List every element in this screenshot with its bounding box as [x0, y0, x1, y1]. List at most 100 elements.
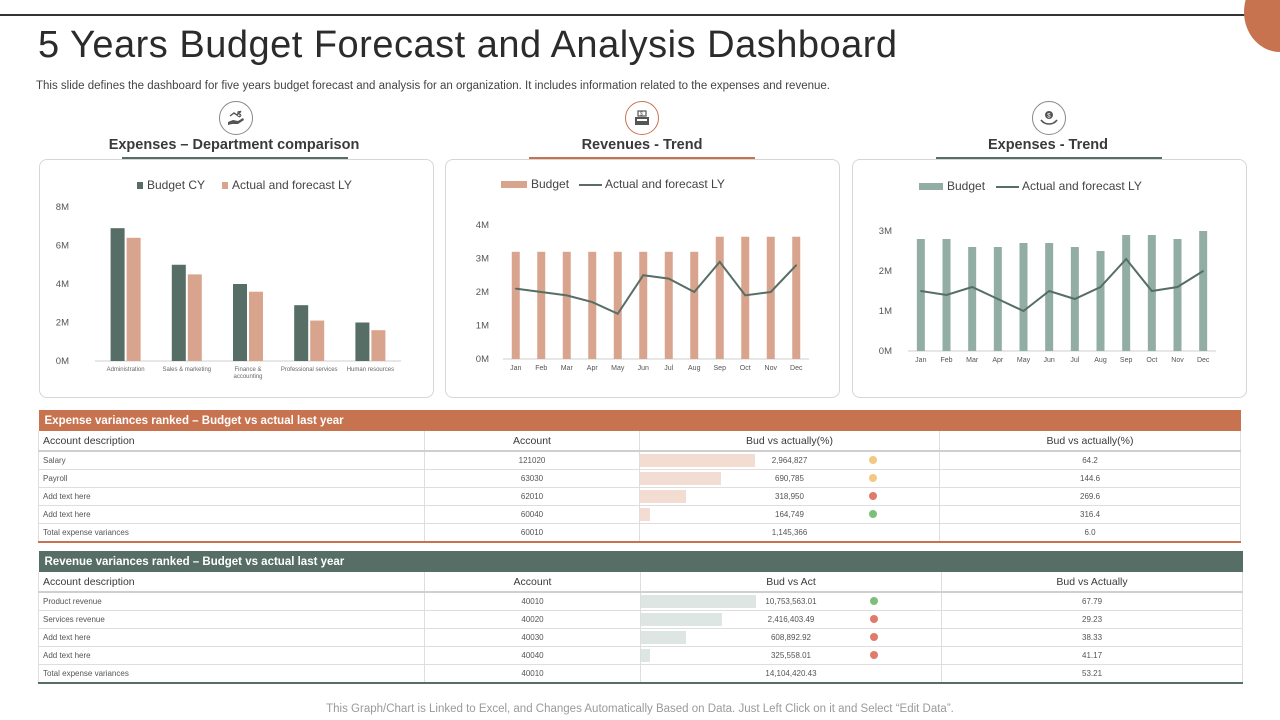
bar-series-a: [766, 236, 775, 359]
table-row: Add text here 62010 318,950 269.6: [38, 487, 1242, 506]
revenue-variance-table: Revenue variances ranked – Budget vs act…: [38, 551, 1244, 684]
table-row: Add text here 60040 164,749 316.4: [38, 505, 1242, 524]
bar-series-b: [310, 320, 325, 361]
line-point: [591, 301, 594, 303]
variance-value: 325,558.01: [770, 651, 812, 660]
percent-cell: 144.6: [939, 469, 1242, 488]
percent-cell: 316.4: [939, 505, 1242, 524]
title-underline: [529, 157, 755, 159]
status-dot-green: [869, 510, 877, 518]
variance-value: 14,104,420.43: [765, 669, 817, 678]
legend-label: Budget: [947, 179, 986, 193]
account-cell: 40040: [424, 646, 641, 665]
y-tick-label: 1M: [476, 321, 489, 332]
desc-cell: Add text here: [38, 628, 425, 647]
bar-series-a: [233, 284, 247, 361]
bar-series-a: [110, 228, 125, 361]
status-dot-yellow: [869, 456, 877, 464]
bar-series-a: [1019, 243, 1028, 351]
bar-series-a: [639, 251, 648, 359]
x-tick-label: May: [611, 365, 625, 372]
legend-swatch: [919, 183, 943, 190]
legend-label: Budget: [531, 177, 570, 191]
variance-value: 1,145,366: [771, 528, 808, 537]
x-tick-label: Jul: [664, 365, 673, 372]
y-tick-label: 3M: [879, 226, 892, 237]
variance-cell: 318,950: [639, 487, 940, 506]
variance-bar: [641, 613, 722, 626]
bar-series-a: [294, 305, 309, 361]
bar-series-a: [1045, 243, 1054, 351]
desc-cell: Add text here: [38, 646, 425, 665]
desc-cell: Add text here: [38, 505, 425, 524]
top-rule: [0, 14, 1268, 16]
line-point: [616, 312, 619, 315]
table-row: Add text here 40030 608,892.92 38.33: [38, 628, 1244, 647]
variance-bar: [640, 454, 755, 467]
legend-label: Actual and forecast LY: [1022, 179, 1142, 193]
y-tick-label: 0M: [56, 356, 69, 367]
percent-cell: 53.21: [941, 664, 1244, 684]
account-cell: 40020: [424, 610, 641, 629]
y-tick-label: 6M: [56, 241, 69, 252]
y-tick-label: 2M: [879, 266, 892, 277]
variance-cell: 14,104,420.43: [640, 664, 942, 684]
x-tick-label: Apr: [587, 365, 599, 372]
y-tick-label: 0M: [476, 354, 489, 365]
percent-cell: 6.0: [939, 523, 1242, 543]
line-point: [514, 287, 517, 290]
x-tick-label: Jan: [915, 357, 926, 364]
bar-series-a: [588, 251, 597, 359]
x-tick-label: May: [1017, 357, 1031, 364]
status-dot-yellow: [869, 474, 877, 482]
variance-bar: [641, 649, 651, 662]
x-tick-label: Sep: [1120, 357, 1133, 364]
column-header: Account description: [38, 572, 425, 593]
x-tick-label: Jun: [638, 365, 649, 372]
variance-bar: [641, 595, 756, 608]
x-tick-label: Human resources: [347, 367, 394, 373]
bar-series-a: [1147, 235, 1156, 351]
title-underline: [122, 157, 348, 159]
legend-swatch: [501, 181, 527, 188]
variance-bar: [641, 631, 686, 644]
variance-value: 10,753,563.01: [765, 597, 817, 606]
bar-series-a: [792, 236, 801, 359]
percent-cell: 38.33: [941, 628, 1244, 647]
x-tick-label: Dec: [1197, 357, 1210, 364]
bar-series-b: [126, 237, 141, 361]
line-point: [920, 290, 922, 292]
bar-series-a: [741, 236, 750, 359]
status-dot-red: [870, 633, 878, 641]
table-row: Total expense variances 40010 14,104,420.4…: [38, 664, 1244, 684]
line-point: [642, 274, 645, 277]
account-cell: 40010: [424, 592, 641, 611]
bar-series-a: [171, 264, 186, 361]
y-tick-label: 1M: [879, 306, 892, 317]
legend-swatch: [137, 182, 143, 189]
line-point: [1176, 286, 1179, 288]
x-tick-label: Finance & accounting: [233, 367, 262, 380]
chart-title-revenues: Revenues - Trend: [581, 137, 703, 153]
cash-register-icon: $: [625, 101, 659, 135]
desc-cell: Payroll: [38, 469, 425, 488]
x-tick-label: Aug: [688, 365, 701, 372]
desc-cell: Add text here: [38, 487, 425, 506]
footer-note: This Graph/Chart is Linked to Excel, and…: [326, 703, 954, 715]
table-caption: Expense variances ranked – Budget vs act…: [38, 410, 1241, 431]
legend-label: Actual and forecast LY: [232, 178, 352, 192]
y-tick-label: 3M: [476, 254, 489, 265]
line-point: [1048, 290, 1050, 292]
legend-swatch: [222, 182, 228, 189]
account-cell: 40030: [424, 628, 641, 647]
hand-money-icon: $: [219, 101, 253, 135]
desc-cell: Services revenue: [38, 610, 425, 629]
variance-value: 608,892.92: [770, 633, 812, 642]
line-point: [744, 294, 747, 297]
line-point: [565, 294, 568, 297]
bar-series-a: [715, 236, 724, 359]
x-tick-label: Oct: [740, 365, 751, 372]
line-point: [997, 298, 999, 300]
account-cell: 121020: [424, 451, 640, 470]
table-row: Product revenue 40010 10,753,563.01 67.79: [38, 592, 1244, 611]
